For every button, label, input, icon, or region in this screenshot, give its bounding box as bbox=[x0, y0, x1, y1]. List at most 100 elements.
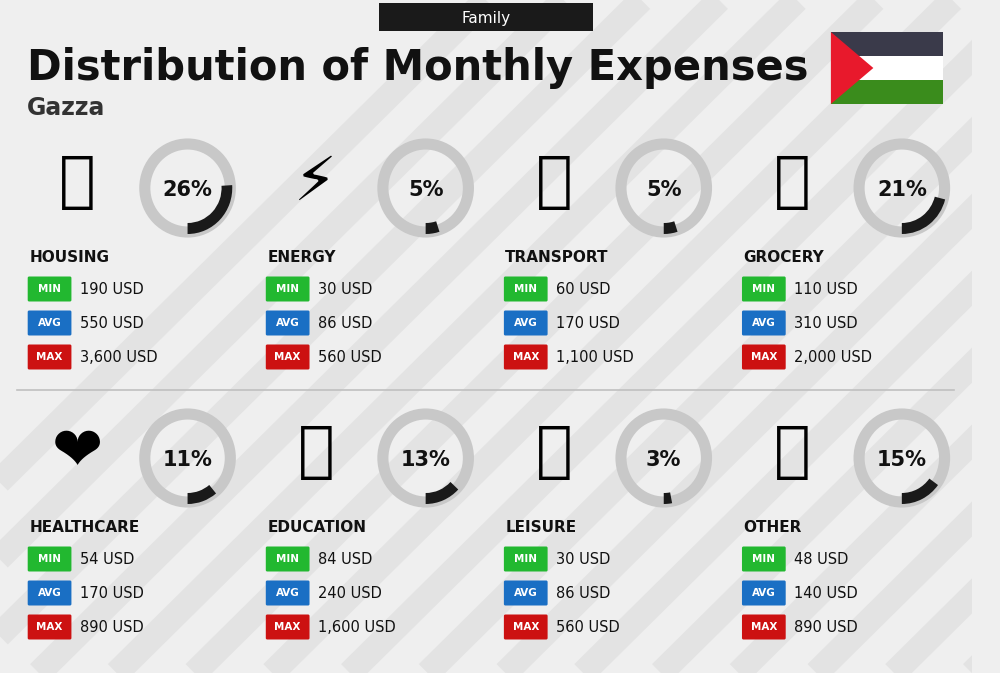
Text: EDUCATION: EDUCATION bbox=[267, 520, 366, 536]
Text: 550 USD: 550 USD bbox=[80, 316, 143, 331]
Text: 48 USD: 48 USD bbox=[794, 552, 848, 567]
Text: MIN: MIN bbox=[276, 555, 299, 565]
Text: 26%: 26% bbox=[163, 180, 212, 200]
FancyBboxPatch shape bbox=[742, 277, 786, 302]
Text: 15%: 15% bbox=[877, 450, 927, 470]
FancyBboxPatch shape bbox=[28, 345, 71, 369]
Text: LEISURE: LEISURE bbox=[505, 520, 576, 536]
Wedge shape bbox=[902, 197, 945, 234]
Text: 🚌: 🚌 bbox=[536, 153, 572, 213]
Text: MIN: MIN bbox=[752, 285, 775, 295]
Text: AVG: AVG bbox=[514, 588, 538, 598]
Text: AVG: AVG bbox=[276, 318, 300, 328]
Text: 21%: 21% bbox=[877, 180, 927, 200]
Text: 86 USD: 86 USD bbox=[318, 316, 372, 331]
Text: Distribution of Monthly Expenses: Distribution of Monthly Expenses bbox=[27, 47, 809, 89]
Text: 190 USD: 190 USD bbox=[80, 282, 143, 297]
FancyBboxPatch shape bbox=[266, 614, 310, 639]
Text: AVG: AVG bbox=[38, 318, 61, 328]
Wedge shape bbox=[426, 221, 439, 234]
Text: 60 USD: 60 USD bbox=[556, 282, 610, 297]
FancyBboxPatch shape bbox=[28, 310, 71, 336]
Text: HEALTHCARE: HEALTHCARE bbox=[29, 520, 139, 536]
Text: 1,100 USD: 1,100 USD bbox=[556, 350, 634, 365]
Wedge shape bbox=[664, 221, 678, 234]
FancyBboxPatch shape bbox=[742, 546, 786, 571]
FancyBboxPatch shape bbox=[266, 310, 310, 336]
FancyBboxPatch shape bbox=[742, 581, 786, 606]
Text: 3,600 USD: 3,600 USD bbox=[80, 350, 157, 365]
Text: 84 USD: 84 USD bbox=[318, 552, 372, 567]
Text: MIN: MIN bbox=[38, 555, 61, 565]
FancyBboxPatch shape bbox=[266, 546, 310, 571]
Text: AVG: AVG bbox=[752, 588, 776, 598]
FancyBboxPatch shape bbox=[831, 80, 943, 104]
Text: MAX: MAX bbox=[513, 353, 539, 363]
Text: 13%: 13% bbox=[401, 450, 451, 470]
Text: 890 USD: 890 USD bbox=[80, 620, 143, 635]
Text: 110 USD: 110 USD bbox=[794, 282, 858, 297]
Text: 5%: 5% bbox=[408, 180, 443, 200]
Text: 86 USD: 86 USD bbox=[556, 586, 610, 601]
FancyBboxPatch shape bbox=[266, 277, 310, 302]
Text: MIN: MIN bbox=[514, 555, 537, 565]
Wedge shape bbox=[188, 185, 232, 234]
FancyBboxPatch shape bbox=[831, 56, 943, 80]
Text: ENERGY: ENERGY bbox=[267, 250, 336, 266]
Text: AVG: AVG bbox=[38, 588, 61, 598]
Wedge shape bbox=[188, 485, 216, 504]
Text: MIN: MIN bbox=[514, 285, 537, 295]
Text: AVG: AVG bbox=[514, 318, 538, 328]
Wedge shape bbox=[664, 493, 672, 504]
Wedge shape bbox=[902, 479, 938, 504]
Text: 5%: 5% bbox=[646, 180, 681, 200]
Text: 3%: 3% bbox=[646, 450, 681, 470]
Text: 170 USD: 170 USD bbox=[556, 316, 620, 331]
Text: 🎓: 🎓 bbox=[298, 423, 334, 483]
FancyBboxPatch shape bbox=[504, 546, 548, 571]
Text: OTHER: OTHER bbox=[743, 520, 802, 536]
Text: ❤️: ❤️ bbox=[52, 423, 103, 483]
FancyBboxPatch shape bbox=[266, 345, 310, 369]
Text: 💰: 💰 bbox=[774, 423, 810, 483]
FancyBboxPatch shape bbox=[28, 614, 71, 639]
FancyBboxPatch shape bbox=[504, 581, 548, 606]
Text: Family: Family bbox=[461, 11, 510, 26]
FancyBboxPatch shape bbox=[379, 3, 593, 31]
Text: MAX: MAX bbox=[513, 623, 539, 633]
Text: HOUSING: HOUSING bbox=[29, 250, 109, 266]
Text: Gazza: Gazza bbox=[27, 96, 106, 120]
Text: MAX: MAX bbox=[751, 353, 777, 363]
Wedge shape bbox=[426, 482, 458, 504]
Text: 890 USD: 890 USD bbox=[794, 620, 858, 635]
Text: 🛍️: 🛍️ bbox=[536, 423, 572, 483]
FancyBboxPatch shape bbox=[266, 581, 310, 606]
FancyBboxPatch shape bbox=[504, 277, 548, 302]
FancyBboxPatch shape bbox=[742, 345, 786, 369]
Text: GROCERY: GROCERY bbox=[743, 250, 824, 266]
Text: 560 USD: 560 USD bbox=[556, 620, 620, 635]
Text: MAX: MAX bbox=[274, 353, 301, 363]
Text: 30 USD: 30 USD bbox=[318, 282, 372, 297]
FancyBboxPatch shape bbox=[831, 32, 943, 56]
FancyBboxPatch shape bbox=[504, 614, 548, 639]
Text: 310 USD: 310 USD bbox=[794, 316, 858, 331]
Text: 🛒: 🛒 bbox=[774, 153, 810, 213]
Text: MIN: MIN bbox=[38, 285, 61, 295]
Text: MIN: MIN bbox=[752, 555, 775, 565]
Text: 🏢: 🏢 bbox=[59, 153, 96, 213]
FancyBboxPatch shape bbox=[504, 345, 548, 369]
FancyBboxPatch shape bbox=[28, 581, 71, 606]
Text: 2,000 USD: 2,000 USD bbox=[794, 350, 872, 365]
Text: AVG: AVG bbox=[276, 588, 300, 598]
Polygon shape bbox=[831, 32, 873, 104]
Text: MAX: MAX bbox=[36, 353, 63, 363]
Text: MIN: MIN bbox=[276, 285, 299, 295]
Text: AVG: AVG bbox=[752, 318, 776, 328]
Text: 1,600 USD: 1,600 USD bbox=[318, 620, 396, 635]
Text: MAX: MAX bbox=[36, 623, 63, 633]
Text: 54 USD: 54 USD bbox=[80, 552, 134, 567]
Text: 11%: 11% bbox=[163, 450, 212, 470]
Text: 170 USD: 170 USD bbox=[80, 586, 144, 601]
Text: ⚡: ⚡ bbox=[294, 153, 337, 213]
